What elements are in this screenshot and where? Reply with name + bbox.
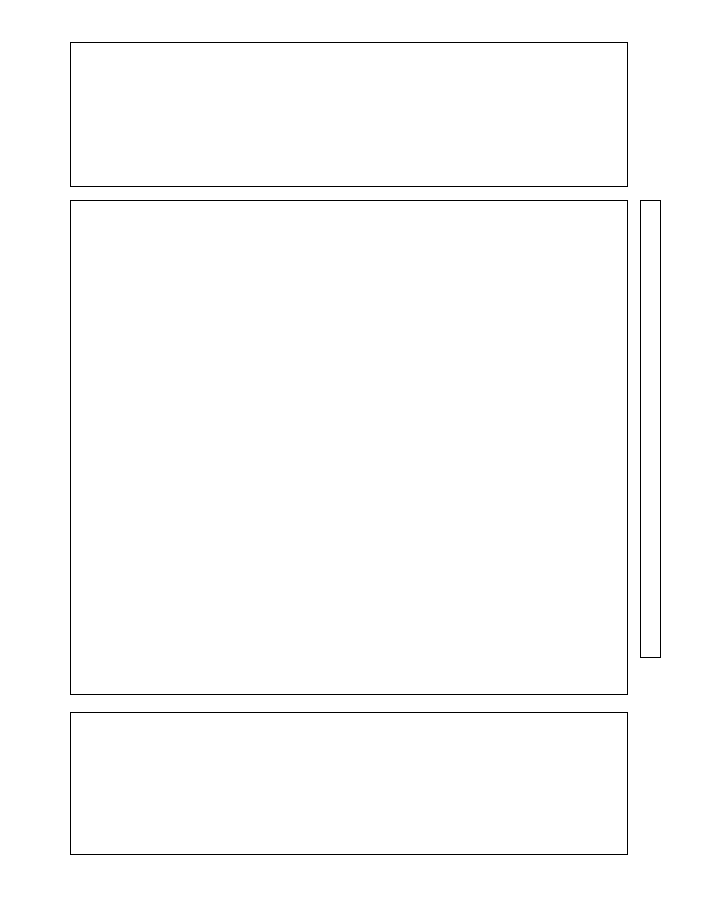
wind-scatter-canvas [71, 43, 627, 186]
wind-axes [70, 42, 628, 187]
spectrogram-canvas [71, 201, 627, 694]
colorbar [640, 200, 661, 658]
spl-axes [70, 712, 628, 855]
spl-line-canvas [71, 713, 627, 854]
colorbar-gradient-canvas [641, 201, 660, 657]
spectrogram-axes [70, 200, 628, 695]
